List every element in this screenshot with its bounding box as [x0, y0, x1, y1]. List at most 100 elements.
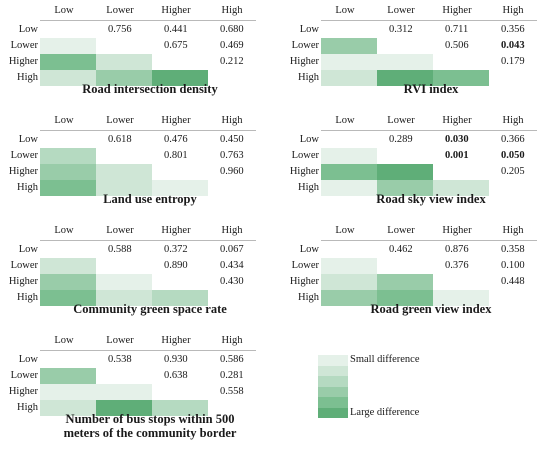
- row-label: High: [298, 72, 319, 83]
- heatmap-cell: [96, 290, 152, 306]
- column-header: Lower: [387, 225, 415, 236]
- legend: Small difference Large difference: [318, 354, 498, 425]
- column-header: High: [502, 115, 524, 126]
- p-value: 0.711: [445, 24, 469, 35]
- panel-title: Number of bus stops within 500 meters of …: [63, 412, 237, 440]
- header-rule: [40, 240, 256, 241]
- column-header: Higher: [442, 5, 472, 16]
- p-value: 0.586: [220, 354, 244, 365]
- header-rule: [321, 130, 537, 131]
- heatmap-cell: [96, 384, 152, 400]
- heatmap-cell: [96, 54, 152, 70]
- heatmap-cell: [321, 148, 377, 164]
- column-header: Higher: [161, 225, 191, 236]
- p-value: 0.001: [445, 150, 469, 161]
- p-value: 0.100: [501, 260, 525, 271]
- heatmap-cell: [40, 384, 96, 400]
- p-value: 0.281: [220, 370, 244, 381]
- column-header: High: [221, 335, 243, 346]
- p-value: 0.030: [445, 134, 469, 145]
- p-value: 0.043: [501, 40, 525, 51]
- row-label: Higher: [8, 386, 38, 397]
- heatmap-cell: [152, 70, 208, 86]
- heatmap-panel-7: Low Lower Higher High Low Lower Higher High 0.53…: [0, 330, 280, 440]
- column-header: Low: [54, 225, 74, 236]
- p-value: 0.430: [220, 276, 244, 287]
- column-header: Higher: [442, 115, 472, 126]
- p-value: 0.890: [164, 260, 188, 271]
- column-header: Higher: [161, 335, 191, 346]
- p-value: 0.358: [501, 244, 525, 255]
- row-label: Higher: [8, 276, 38, 287]
- heatmap-cell: [152, 180, 208, 196]
- heatmap-cell: [40, 148, 96, 164]
- heatmap-cell: [96, 70, 152, 86]
- row-label: Low: [18, 354, 38, 365]
- heatmap-panel-5: Low Lower Higher High Low Lower Higher High 0.58…: [0, 220, 280, 330]
- row-label: Low: [299, 24, 319, 35]
- p-value: 0.756: [108, 24, 132, 35]
- column-header: Low: [335, 115, 355, 126]
- column-header: Low: [54, 5, 74, 16]
- row-label: Low: [299, 244, 319, 255]
- p-value: 0.638: [164, 370, 188, 381]
- panel-title: Road sky view index: [376, 192, 486, 206]
- column-header: Higher: [161, 5, 191, 16]
- heatmap-cell: [152, 290, 208, 306]
- heatmap-panel-4: Low Lower Higher High Low Lower Higher High 0.28…: [281, 110, 550, 220]
- row-label: High: [298, 292, 319, 303]
- column-header: Low: [335, 225, 355, 236]
- p-value: 0.179: [501, 56, 525, 67]
- heatmap-cell: [40, 38, 96, 54]
- heatmap-cell: [40, 274, 96, 290]
- p-value: 0.675: [164, 40, 188, 51]
- p-value: 0.366: [501, 134, 525, 145]
- header-rule: [40, 130, 256, 131]
- legend-small-label: Small difference: [350, 354, 420, 365]
- header-rule: [40, 350, 256, 351]
- p-value: 0.558: [220, 386, 244, 397]
- heatmap-cell: [40, 164, 96, 180]
- heatmap-panel-6: Low Lower Higher High Low Lower Higher High 0.46…: [281, 220, 550, 330]
- panel-title: Road intersection density: [82, 82, 218, 96]
- p-value: 0.372: [164, 244, 188, 255]
- p-value: 0.212: [220, 56, 244, 67]
- legend-swatch: [318, 365, 348, 376]
- column-header: High: [221, 225, 243, 236]
- row-label: Lower: [10, 150, 38, 161]
- legend-large-label: Large difference: [350, 407, 420, 418]
- header-rule: [40, 20, 256, 21]
- row-label: Lower: [291, 260, 319, 271]
- row-label: High: [298, 182, 319, 193]
- column-header: High: [221, 5, 243, 16]
- column-header: High: [502, 225, 524, 236]
- heatmap-cell: [377, 180, 433, 196]
- p-value: 0.205: [501, 166, 525, 177]
- column-header: Low: [335, 5, 355, 16]
- p-value: 0.588: [108, 244, 132, 255]
- row-label: High: [17, 292, 38, 303]
- heatmap-cell: [321, 70, 377, 86]
- p-value: 0.448: [501, 276, 525, 287]
- heatmap-cell: [96, 164, 152, 180]
- row-label: Higher: [8, 166, 38, 177]
- heatmap-panel-2: Low Lower Higher High Low Lower Higher High 0.31…: [281, 0, 550, 110]
- panel-title: Road green view index: [370, 302, 492, 316]
- header-rule: [321, 20, 537, 21]
- legend-swatch: [318, 355, 348, 366]
- legend-swatch: [318, 376, 348, 387]
- heatmap-cell: [321, 290, 377, 306]
- p-value: 0.538: [108, 354, 132, 365]
- column-header: Lower: [106, 225, 134, 236]
- p-value: 0.462: [389, 244, 413, 255]
- heatmap-cell: [433, 290, 489, 306]
- heatmap-cell: [377, 70, 433, 86]
- heatmap-cell: [40, 54, 96, 70]
- column-header: Lower: [106, 5, 134, 16]
- p-value: 0.618: [108, 134, 132, 145]
- legend-swatch: [318, 386, 348, 397]
- heatmap-cell: [40, 368, 96, 384]
- heatmap-cell: [152, 400, 208, 416]
- heatmap-cell: [40, 180, 96, 196]
- p-value: 0.469: [220, 40, 244, 51]
